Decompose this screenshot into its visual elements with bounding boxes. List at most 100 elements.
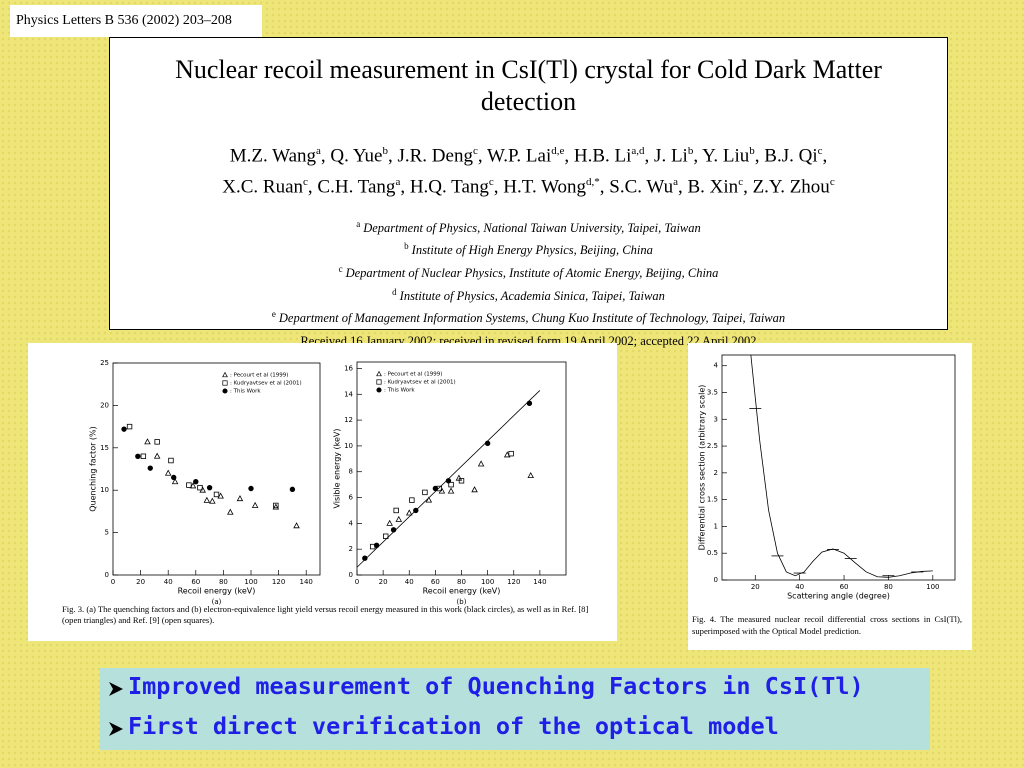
legend-label: : Pecourt et al (1999)	[384, 372, 442, 378]
y-tick-label: 10	[344, 442, 353, 450]
x-axis-title: Recoil energy (keV)	[178, 587, 256, 596]
y-tick-label: 4	[349, 519, 354, 527]
y-tick-label: 2.5	[707, 442, 718, 450]
bullet: Improved measurement of Quenching Factor…	[128, 672, 864, 700]
x-tick-label: 100	[481, 578, 494, 586]
y-tick-label: 3.5	[707, 389, 718, 397]
y-tick-label: 0.5	[707, 549, 718, 557]
affiliation-mark: c	[338, 263, 343, 274]
y-tick-label: 16	[344, 364, 353, 372]
author-name: , H.T. Wong	[493, 176, 587, 198]
affiliation: d Institute of Physics, Academia Sinica, …	[110, 283, 947, 306]
data-point	[471, 486, 478, 493]
legend-marker	[222, 380, 228, 386]
data-point	[405, 509, 413, 516]
data-point	[135, 453, 141, 459]
y-axis-title: Differential cross section (arbitrary sc…	[698, 385, 707, 551]
author-name: , S.C. Wu	[599, 176, 674, 198]
affiliation-mark: b	[404, 241, 409, 252]
author-affiliation-mark: c	[829, 176, 835, 189]
affiliation-mark: e	[271, 309, 276, 320]
author-name: , C.H. Tang	[307, 176, 396, 198]
data-point	[422, 489, 428, 496]
author-name: , H.Q. Tang	[400, 176, 489, 198]
author-affiliation-mark: c	[738, 176, 744, 189]
x-tick-label: 120	[272, 578, 285, 586]
affiliation-text: Department of Physics, National Taiwan U…	[363, 220, 701, 235]
x-tick-label: 80	[884, 583, 893, 591]
data-point	[273, 502, 279, 509]
y-tick-label: 15	[100, 444, 109, 452]
data-point	[448, 481, 454, 488]
panel-label: (a)	[212, 598, 222, 606]
data-point	[289, 486, 296, 493]
x-tick-label: 100	[926, 583, 939, 591]
y-tick-label: 12	[344, 416, 353, 424]
data-point	[186, 482, 192, 488]
data-point	[373, 542, 380, 549]
citation: Physics Letters B 536 (2002) 203–208	[10, 5, 262, 37]
data-point	[447, 487, 455, 494]
legend-label: : Pecourt et al (1999)	[230, 373, 288, 379]
bullet-arrow	[109, 682, 123, 696]
affiliation-text: Institute of High Energy Physics, Beijin…	[411, 243, 653, 258]
data-point	[213, 491, 220, 498]
y-tick-label: 14	[344, 390, 353, 398]
data-point	[147, 465, 153, 471]
author-affiliation-mark: b	[749, 145, 755, 157]
data-point	[206, 484, 213, 491]
data-point	[236, 495, 244, 502]
author-name: , Y. Liu	[693, 145, 750, 167]
data-point	[193, 479, 199, 485]
data-point	[126, 423, 133, 430]
author-name: , H.B. Li	[564, 145, 632, 167]
bullet: First direct verification of the optical…	[128, 712, 779, 740]
data-point	[425, 496, 433, 503]
data-point	[362, 555, 368, 561]
y-tick-label: 3	[714, 415, 718, 423]
data-point	[171, 478, 179, 485]
affiliation: e Department of Management Information Sy…	[110, 305, 947, 328]
data-point	[432, 485, 439, 492]
data-point	[293, 522, 300, 529]
y-tick-label: 0	[105, 571, 109, 579]
x-tick-label: 120	[507, 578, 520, 586]
data-point	[527, 471, 535, 479]
plot-frame	[356, 361, 567, 576]
panel-label: (b)	[457, 598, 467, 606]
legend-marker	[376, 379, 382, 385]
legend-label: : This Work	[384, 388, 415, 394]
x-tick-label: 140	[533, 578, 546, 586]
author-name: , J. Li	[644, 145, 688, 167]
x-tick-label: 140	[300, 578, 313, 586]
x-axis-title: Scattering angle (degree)	[787, 592, 890, 601]
data-point	[383, 533, 389, 539]
data-point	[164, 469, 172, 476]
x-tick-label: 20	[379, 578, 388, 586]
data-point	[484, 440, 491, 447]
data-point	[386, 519, 393, 526]
x-tick-label: 0	[355, 578, 359, 586]
data-point	[393, 507, 399, 514]
x-tick-label: 40	[795, 583, 804, 591]
author-name: , B. Xin	[678, 176, 739, 198]
plot-frame	[721, 354, 956, 581]
author-line: X.C. Ruanc, C.H. Tanga, H.Q. Tangc, H.T.…	[110, 169, 947, 200]
plot-frame	[112, 362, 321, 576]
paper-header: Nuclear recoil measurement in CsI(Tl) cr…	[109, 37, 948, 348]
affiliation-text: Department of Nuclear Physics, Institute…	[345, 266, 719, 281]
x-tick-label: 40	[405, 578, 414, 586]
author-affiliation-mark: d,e	[551, 145, 565, 157]
affiliation: b Institute of High Energy Physics, Beiji…	[110, 237, 947, 260]
legend-marker	[376, 387, 382, 393]
author-affiliation-mark: d,*	[586, 176, 600, 189]
y-axis-title: Quenching factor (%)	[89, 426, 98, 512]
data-point	[409, 497, 415, 503]
data-point	[395, 515, 403, 522]
data-point	[168, 457, 174, 464]
authors: M.Z. Wanga, Q. Yueb, J.R. Dengc, W.P. La…	[110, 138, 947, 201]
data-point	[251, 501, 259, 508]
data-point	[121, 426, 127, 432]
affiliation-text: Institute of Physics, Academia Sinica, T…	[399, 288, 665, 303]
author-affiliation-mark: c	[488, 176, 494, 189]
